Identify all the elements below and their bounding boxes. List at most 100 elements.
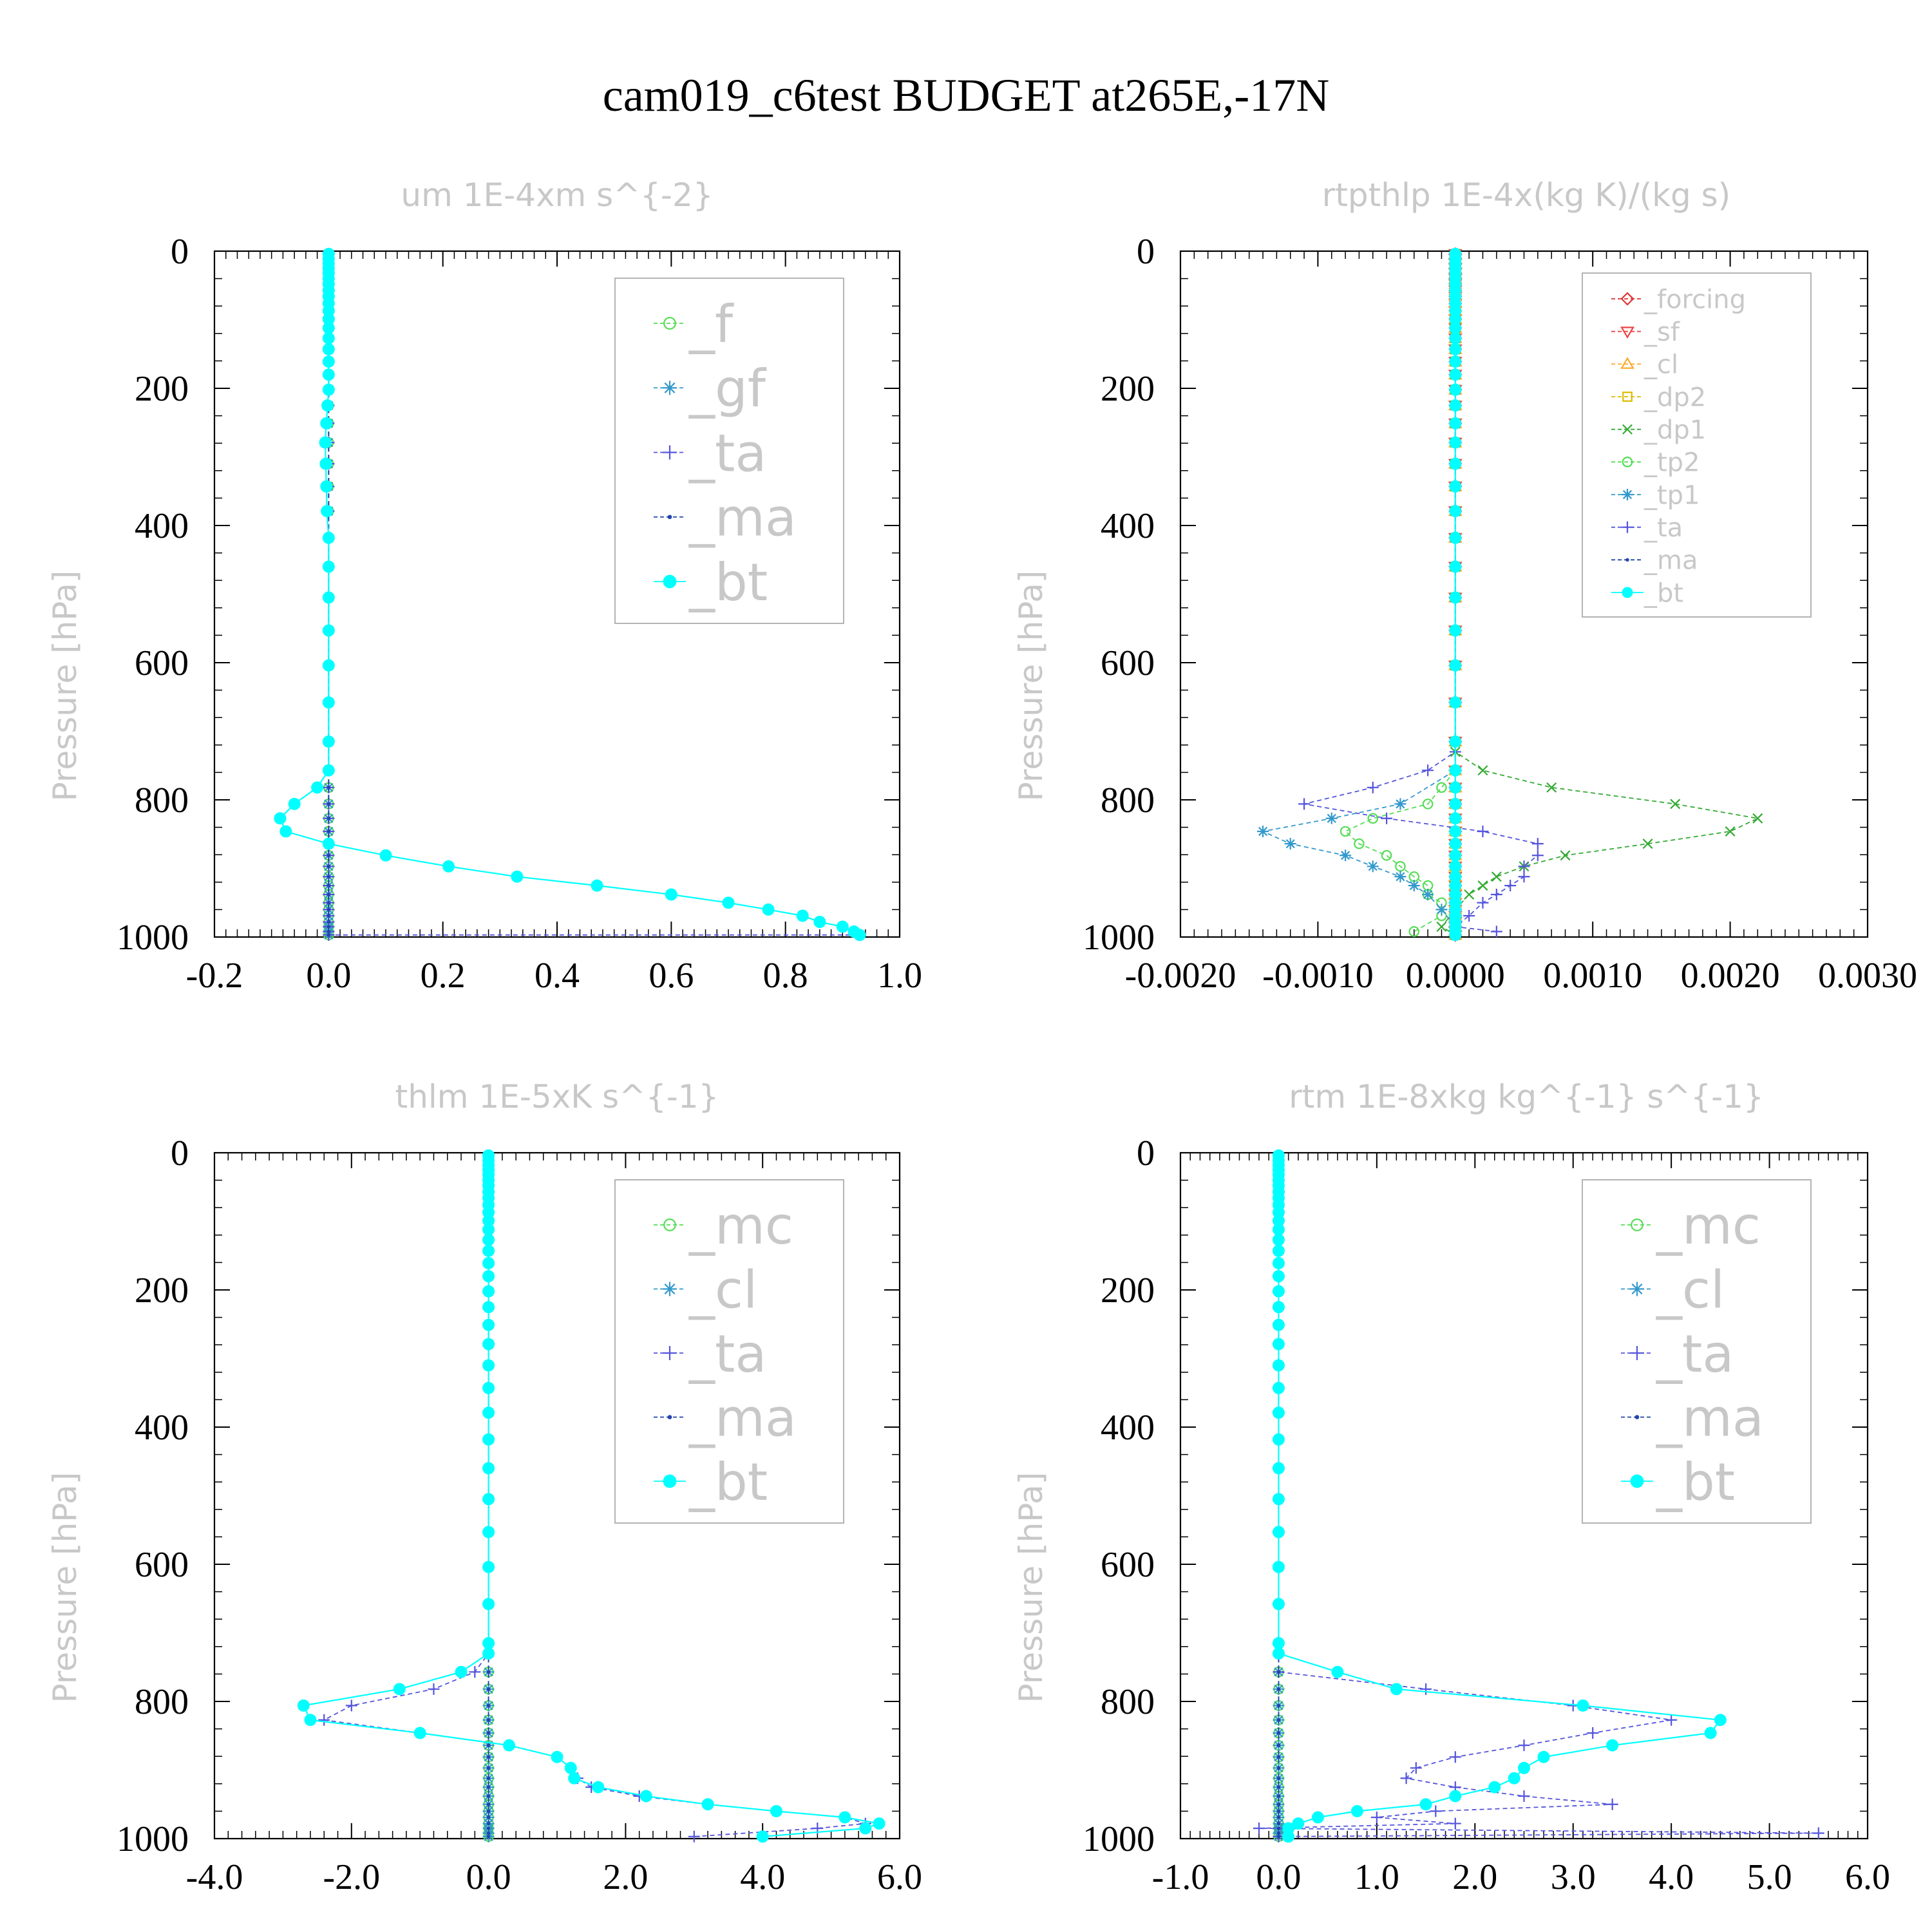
data-point [665, 888, 677, 901]
x-tick-label: 0.2 [421, 956, 466, 996]
legend-frame [614, 1179, 844, 1524]
data-point [469, 1666, 481, 1678]
legend-marker [1622, 587, 1633, 598]
legend-marker [1630, 1474, 1644, 1488]
data-point [503, 1739, 516, 1752]
y-tick-label: 400 [1101, 1408, 1155, 1448]
data-point [1410, 1762, 1422, 1774]
data-point [1449, 321, 1462, 334]
x-tick-label: 0.0 [1256, 1857, 1301, 1897]
legend-item: _mc [1621, 1196, 1761, 1256]
legend-item: _ta [1611, 513, 1683, 543]
legend-item: _bt [1621, 1452, 1735, 1512]
data-point [838, 1811, 851, 1824]
y-tick-label: 400 [135, 506, 189, 546]
series-bt [1272, 1149, 1727, 1843]
panel-title: rtm 1E-8xkg kg^{-1} s^{-1} [1289, 1078, 1764, 1115]
data-point [1449, 879, 1462, 892]
data-point [1340, 849, 1352, 862]
data-point [1449, 332, 1462, 345]
legend-marker [663, 1218, 676, 1231]
data-point [1464, 889, 1475, 900]
legend-item: _bt [654, 553, 768, 612]
legend-label: _ma [688, 488, 797, 548]
data-point [1272, 1285, 1285, 1298]
data-point [1449, 764, 1462, 777]
data-point [1420, 1683, 1432, 1695]
data-point [1276, 1718, 1281, 1722]
data-point [591, 879, 603, 892]
legend-item: _tp2 [1611, 448, 1700, 478]
data-point [564, 1761, 577, 1774]
data-point [1449, 870, 1462, 883]
x-tick-label: 0.6 [649, 956, 694, 996]
data-point [1490, 888, 1502, 900]
panel-title: rtpthlp 1E-4x(kg K)/(kg s) [1322, 176, 1730, 214]
data-point [327, 929, 331, 934]
data-point [1449, 659, 1462, 672]
data-point [486, 1821, 491, 1826]
legend-item: _bt [654, 1452, 768, 1512]
data-point [1422, 799, 1434, 810]
y-tick-label: 1000 [117, 1819, 189, 1859]
data-point [279, 825, 292, 838]
legend-label: _ta [1656, 1324, 1734, 1384]
data-point [1537, 1750, 1550, 1763]
data-point [486, 1826, 491, 1830]
y-tick-label: 800 [1101, 781, 1155, 820]
data-point [1272, 1560, 1285, 1573]
data-point [327, 817, 331, 820]
legend-label: _mc [1656, 1196, 1761, 1256]
data-point [1354, 838, 1365, 849]
data-point [853, 929, 866, 942]
data-point [319, 436, 332, 449]
legend-marker [1622, 489, 1633, 500]
data-point [873, 1817, 886, 1830]
data-point [322, 696, 335, 709]
data-point [482, 1560, 495, 1573]
y-tick-label: 400 [1101, 506, 1155, 546]
x-tick-label: 2.0 [1452, 1857, 1497, 1897]
data-point [1272, 1318, 1285, 1331]
x-tick-label: 6.0 [1845, 1857, 1890, 1897]
data-point [322, 343, 335, 355]
data-point [1449, 1751, 1461, 1763]
legend-label: _gf [688, 359, 767, 419]
data-point [486, 1809, 491, 1814]
series-ta [323, 248, 866, 941]
data-point [1587, 1727, 1599, 1739]
legend-label: _bt [688, 553, 768, 612]
x-tick-label: 0.0020 [1681, 956, 1780, 996]
data-point [1449, 591, 1462, 604]
data-point [1704, 1727, 1717, 1739]
data-point [482, 1256, 495, 1269]
data-point [1253, 1823, 1265, 1835]
data-point [1449, 505, 1462, 518]
y-tick-label: 0 [1137, 232, 1155, 272]
data-point [1606, 1798, 1618, 1810]
data-point [322, 531, 335, 544]
data-point [592, 1781, 605, 1794]
legend-label: _tp2 [1643, 448, 1700, 478]
legend-marker [663, 1282, 677, 1296]
x-tick-label: -1.0 [1152, 1857, 1209, 1897]
x-tick-label: 0.8 [763, 956, 808, 996]
data-point [1272, 1233, 1285, 1246]
data-point [1367, 860, 1379, 873]
data-point [701, 1798, 714, 1811]
data-point [327, 802, 331, 806]
data-point [486, 1785, 491, 1789]
legend-item: _tp1 [1611, 480, 1700, 510]
y-tick-label: 0 [1137, 1133, 1155, 1173]
legend-marker [663, 381, 677, 395]
data-point [1394, 798, 1406, 810]
data-point [1477, 880, 1488, 891]
series-line [328, 254, 860, 936]
data-point [1490, 925, 1502, 938]
plot-area: -0.0020 -0.0010 0.0000 0.0010 0.0020 0.0030 0 2… [1083, 232, 1917, 996]
y-tick-label: 800 [135, 781, 189, 820]
data-point [1436, 782, 1447, 793]
data-point [1276, 1703, 1281, 1708]
data-point [321, 399, 334, 412]
legend-item: _ta [1621, 1324, 1734, 1384]
